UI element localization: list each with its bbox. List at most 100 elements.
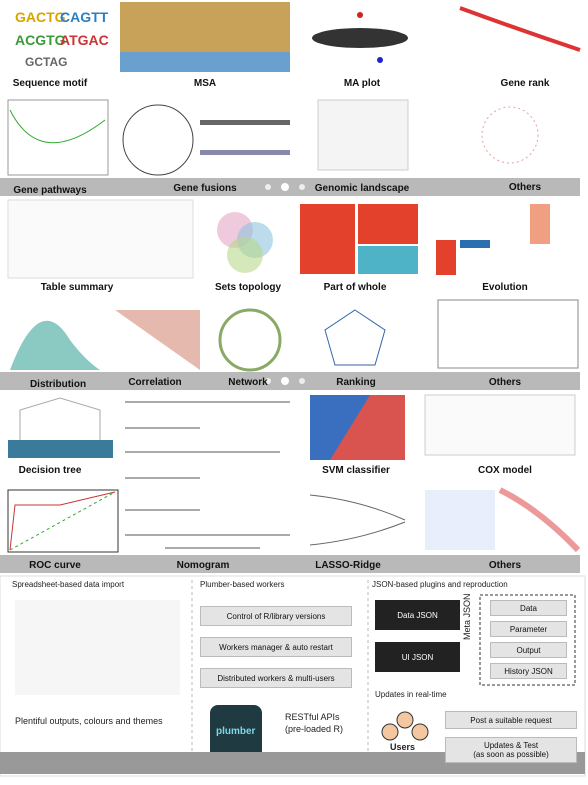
evolution (460, 240, 490, 248)
svg-text:ATGAC: ATGAC (60, 32, 109, 48)
taskbar (0, 752, 585, 774)
dot (281, 377, 289, 385)
panel-label: Genomic landscape (314, 183, 410, 194)
json-item: Output (490, 642, 567, 658)
json-item: History JSON (490, 663, 567, 679)
roc-line (9, 491, 116, 551)
dot (299, 184, 305, 190)
ranking (324, 309, 386, 366)
gene-fusions (122, 104, 194, 176)
decision-tree (19, 397, 101, 440)
spreadsheet (15, 600, 180, 695)
gallery-bar (0, 372, 580, 390)
fusion-track (200, 120, 290, 125)
ma-point (377, 57, 383, 63)
gene-rank (459, 6, 581, 52)
svg-text:ACGTG: ACGTG (15, 32, 66, 48)
step-note: (as soon as possible) (473, 750, 549, 759)
panel-label: MA plot (343, 78, 381, 89)
step: Updates & Test (as soon as possible) (445, 737, 577, 763)
json-item: Data (490, 600, 567, 616)
dot (281, 183, 289, 191)
dot (299, 378, 305, 384)
panel-label: Gene rank (500, 78, 550, 89)
panel-label: Correlation (128, 377, 182, 388)
json-group (479, 594, 576, 686)
panel-label: ROC curve (29, 560, 81, 571)
panel-label: Nomogram (176, 560, 230, 571)
panel-label: Sets topology (214, 282, 282, 293)
part-of-whole (358, 204, 418, 244)
part-of-whole (300, 204, 355, 274)
plumber-logo (210, 705, 262, 760)
section-title: Updates in real-time (375, 690, 447, 699)
cox-model (424, 394, 576, 456)
section-title: Spreadsheet-based data import (12, 580, 125, 589)
others-plot (481, 106, 539, 164)
part-of-whole (358, 246, 418, 274)
logo-text: plumber (216, 726, 256, 737)
panel-label: SVM classifier (322, 465, 390, 476)
roc-curve (7, 489, 119, 553)
panel-label: Ranking (336, 377, 376, 388)
gallery-bar (0, 178, 580, 196)
evolution (436, 240, 456, 275)
step: Post a suitable request (445, 711, 577, 729)
panel-label: MSA (193, 78, 217, 89)
network (218, 308, 282, 372)
section-title: Plumber-based workers (200, 580, 285, 589)
panel-label: Gene pathways (13, 185, 87, 196)
panel-label: Part of whole (323, 282, 387, 293)
panel-label: Distribution (29, 379, 87, 390)
svm-region (310, 395, 370, 460)
decision-tree-heat (8, 440, 113, 458)
panel-label: Network (228, 377, 268, 388)
data-json: Data JSON (375, 600, 460, 630)
meta-json: Meta JSON (462, 593, 472, 640)
roc-diagonal (9, 491, 116, 551)
gene-pathways (7, 99, 109, 176)
evolution (530, 204, 550, 244)
table-summary (7, 199, 194, 279)
svg-text:GACTG: GACTG (15, 9, 66, 25)
fusion-track (200, 150, 290, 155)
msa-bars (120, 52, 290, 72)
panel-label: Gene fusions (173, 183, 237, 194)
pathway-curve (9, 109, 106, 144)
gallery-bar (0, 555, 580, 573)
svg-text:GCTAG: GCTAG (25, 55, 67, 69)
others-plot (437, 299, 579, 369)
user-icon (396, 711, 414, 729)
correlation (115, 310, 200, 370)
step-text: Updates & Test (483, 741, 539, 750)
api-note: (pre-loaded R) (285, 724, 344, 734)
worker-item: Workers manager & auto restart (200, 637, 352, 657)
dot (265, 184, 271, 190)
panel-label: Decision tree (18, 465, 82, 476)
dot (265, 378, 271, 384)
json-item: Parameter (490, 621, 567, 637)
nomogram (125, 401, 290, 549)
worker-item: Control of R/library versions (200, 606, 352, 626)
panel-label: Others (508, 182, 542, 193)
panel-label: Table summary (40, 282, 114, 293)
worker-item: Distributed workers & multi-users (200, 668, 352, 688)
lasso-ridge (309, 494, 406, 546)
section-title: JSON-based plugins and reproduction (372, 580, 508, 589)
api: RESTful APIs (285, 712, 340, 722)
user-icon (411, 723, 429, 741)
ui-json: UI JSON (375, 642, 460, 672)
panel-label: LASSO-Ridge (315, 560, 381, 571)
survival (498, 487, 581, 553)
panel-label: Others (488, 377, 522, 388)
outputs: Plentiful outputs, colours and themes (15, 716, 163, 726)
genomic-landscape (317, 99, 409, 171)
others-plot (425, 490, 495, 550)
user-icon (381, 723, 399, 741)
users: Users (390, 742, 416, 752)
panel-label: COX model (478, 465, 532, 476)
panel-label: Others (488, 560, 522, 571)
ma-point (357, 12, 363, 18)
